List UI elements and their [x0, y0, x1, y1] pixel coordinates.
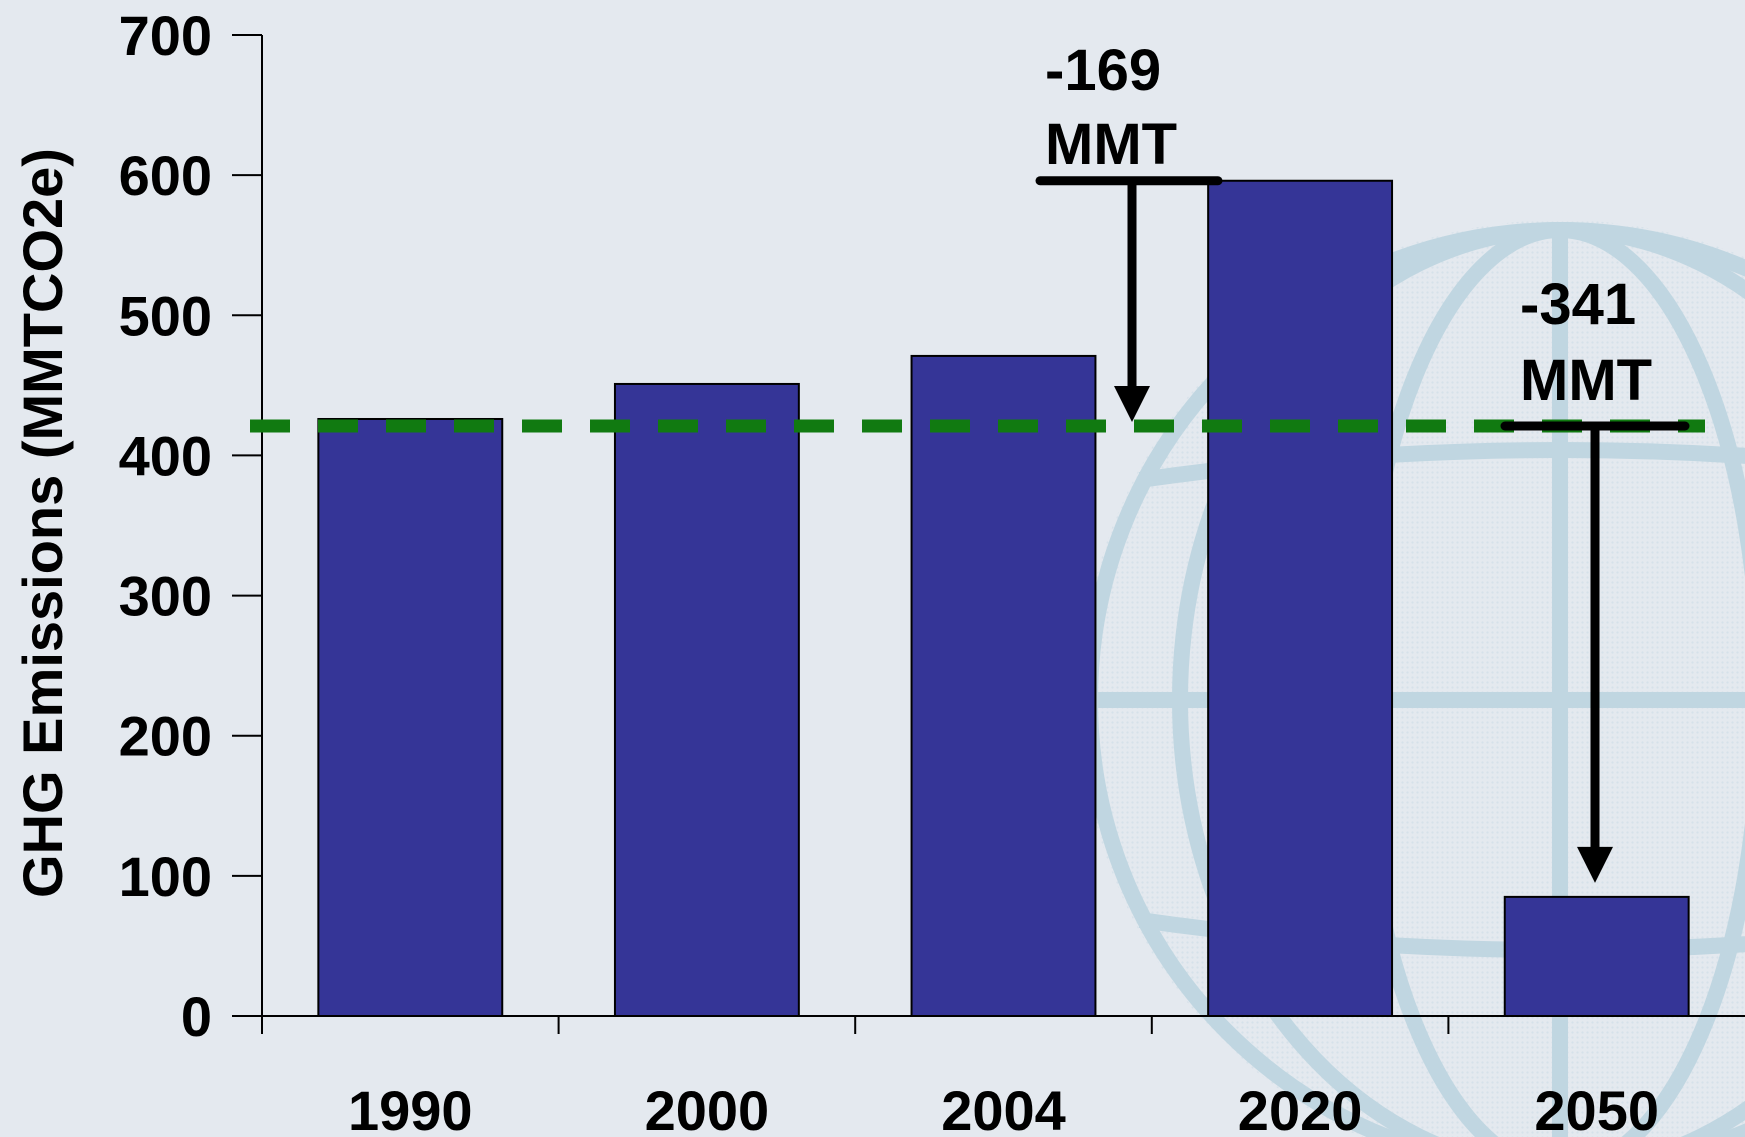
- y-tick-label: 100: [119, 845, 212, 908]
- annotation-unit: MMT: [1520, 348, 1652, 413]
- annotation-value: -169: [1045, 38, 1161, 103]
- bars-group: [317, 179, 1690, 1018]
- bar: [613, 382, 800, 1018]
- bar: [1503, 895, 1690, 1018]
- bar: [1207, 179, 1394, 1017]
- annotation-arrowhead: [1577, 846, 1613, 883]
- x-tick-label: 2004: [941, 1079, 1066, 1137]
- x-tick-label: 1990: [348, 1079, 473, 1137]
- annotation-arrowhead: [1114, 385, 1150, 422]
- bar: [910, 354, 1097, 1018]
- y-tick-label: 500: [119, 284, 212, 347]
- y-tick-label: 600: [119, 144, 212, 207]
- y-axis-title: GHG Emissions (MMTCO2e): [11, 148, 74, 898]
- annotation-value: -341: [1520, 272, 1636, 337]
- y-tick-label: 300: [119, 565, 212, 628]
- y-tick-label: 200: [119, 705, 212, 768]
- tick-labels-group: 0 100 200 300 400 500 600 700 1990 2000 2004 2020 20…: [119, 4, 1659, 1137]
- y-tick-label: 400: [119, 424, 212, 487]
- x-tick-label: 2050: [1534, 1079, 1659, 1137]
- y-tick-label: 0: [181, 985, 212, 1048]
- x-tick-label: 2020: [1238, 1079, 1363, 1137]
- y-tick-label: 700: [119, 4, 212, 67]
- bar: [317, 417, 504, 1017]
- x-tick-label: 2000: [645, 1079, 770, 1137]
- annotation-unit: MMT: [1045, 112, 1177, 177]
- annotations-group: -169 MMT -341 MMT: [1035, 38, 1690, 883]
